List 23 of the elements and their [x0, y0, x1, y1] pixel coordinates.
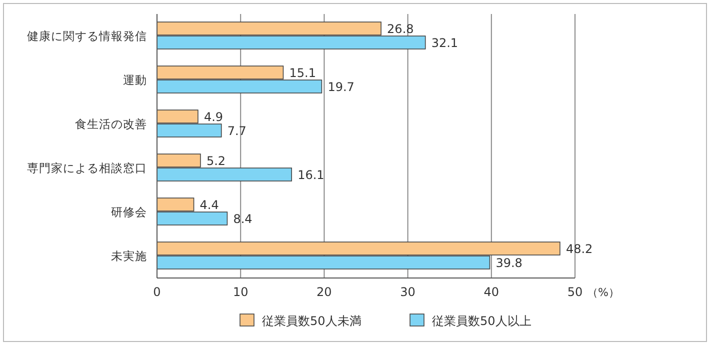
legend-label: 従業員数50人以上 — [432, 314, 532, 328]
x-tick-label: 0 — [153, 285, 161, 299]
y-tick-label: 研修会 — [111, 205, 147, 219]
x-tick-label: 10 — [232, 285, 248, 299]
x-tick-label: 40 — [484, 285, 500, 299]
data-label: 15.1 — [289, 66, 316, 80]
y-tick-label: 運動 — [123, 73, 147, 87]
data-label: 4.9 — [204, 110, 224, 124]
x-tick-label: 50 — [567, 285, 583, 299]
data-label: 19.7 — [328, 80, 354, 94]
y-tick-label: 未実施 — [111, 249, 147, 263]
data-label: 4.4 — [200, 198, 219, 212]
y-tick-label: 食生活の改善 — [75, 117, 147, 131]
data-label: 39.8 — [496, 256, 522, 270]
data-label: 32.1 — [431, 36, 458, 50]
x-axis-title: （%） — [587, 286, 620, 299]
data-label: 16.1 — [298, 168, 324, 182]
x-tick-label: 30 — [400, 285, 416, 299]
legend-label: 従業員数50人未満 — [262, 314, 362, 328]
data-label: 5.2 — [206, 154, 226, 168]
x-tick-label: 20 — [316, 285, 332, 299]
y-tick-label: 健康に関する情報発信 — [27, 29, 147, 43]
y-tick-label: 専門家による相談窓口 — [27, 161, 147, 175]
